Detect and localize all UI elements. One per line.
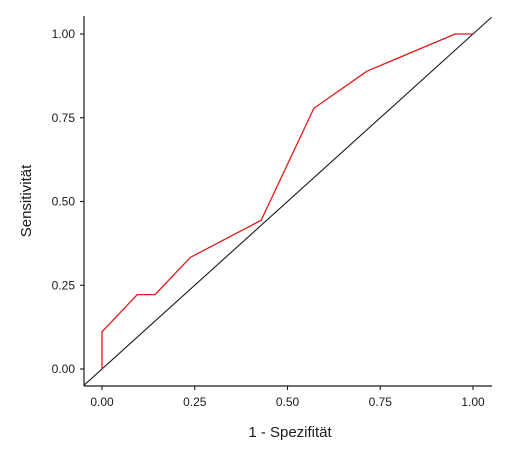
y-tick-label: 0.75 — [52, 111, 76, 125]
x-axis-title: 1 - Spezifität — [248, 424, 332, 441]
plot-area — [84, 16, 492, 386]
y-axis-title: Sensitivität — [18, 164, 35, 237]
x-tick-label: 0.25 — [183, 395, 207, 409]
x-tick-label: 0.00 — [90, 395, 114, 409]
diagonal-reference-line — [84, 16, 492, 386]
x-tick-label: 0.75 — [369, 395, 393, 409]
y-tick-label: 1.00 — [52, 27, 76, 41]
axis-ticks: 0.00 0.25 0.50 0.75 1.00 0.00 0.25 0.50 0.75 1.00 — [52, 27, 485, 409]
x-tick-label: 0.50 — [276, 395, 300, 409]
y-tick-label: 0.25 — [52, 278, 76, 292]
y-tick-label: 0.00 — [52, 362, 76, 376]
y-tick-label: 0.50 — [52, 195, 76, 209]
x-tick-label: 1.00 — [461, 395, 485, 409]
roc-curve-line — [101, 33, 473, 369]
